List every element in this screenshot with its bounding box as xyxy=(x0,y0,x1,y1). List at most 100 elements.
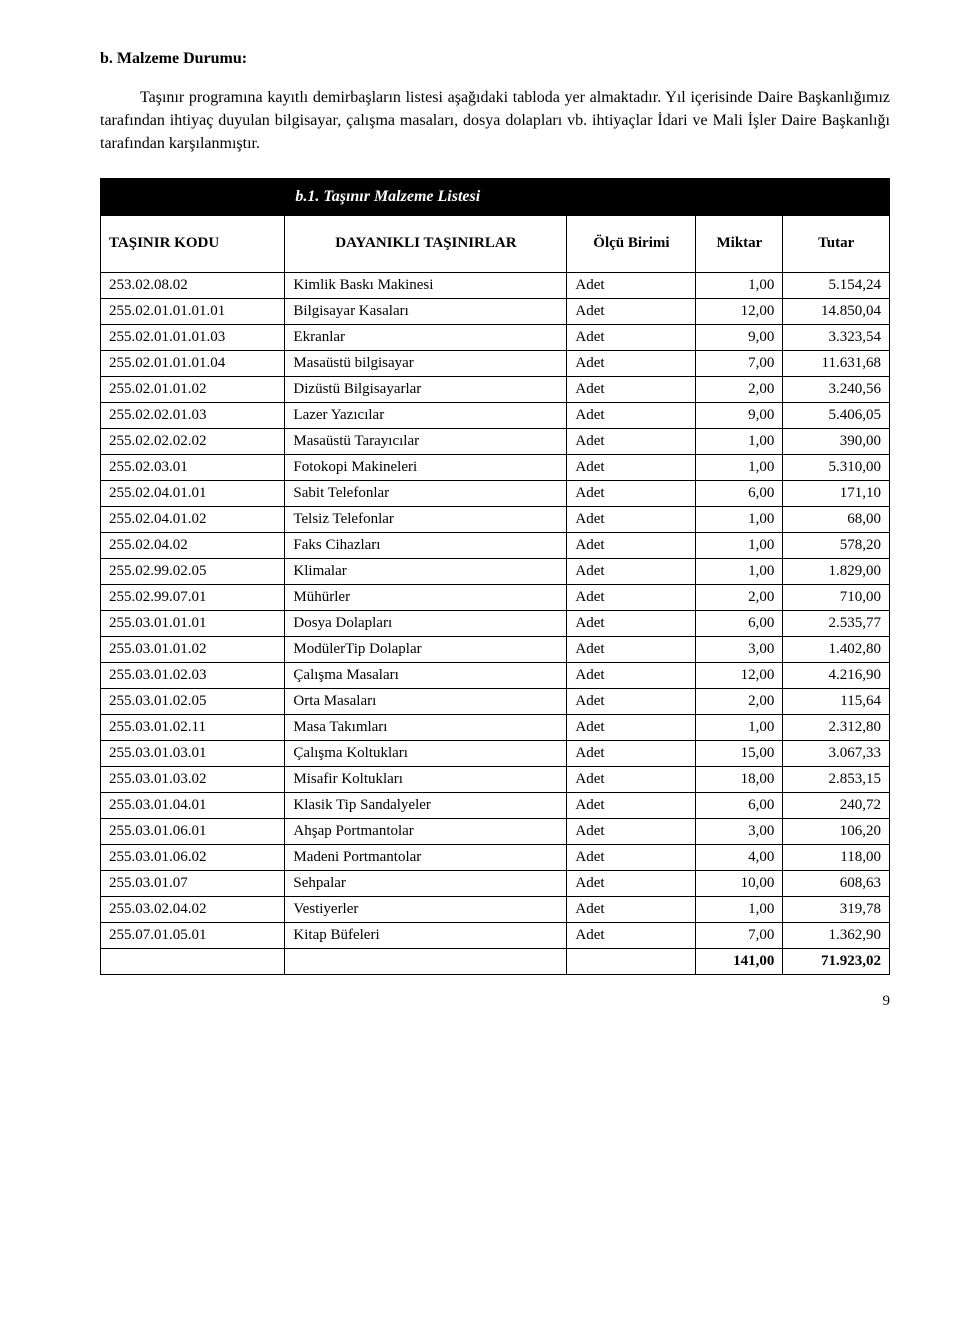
cell-name: Telsiz Telefonlar xyxy=(285,506,567,532)
cell-amount: 106,20 xyxy=(783,818,890,844)
table-row: 255.03.01.02.11Masa TakımlarıAdet1,002.3… xyxy=(101,714,890,740)
col-header-amount: Tutar xyxy=(783,215,890,272)
cell-qty: 10,00 xyxy=(696,870,783,896)
page-number: 9 xyxy=(100,993,890,1010)
cell-name: Masaüstü Tarayıcılar xyxy=(285,428,567,454)
cell-name: Masa Takımları xyxy=(285,714,567,740)
cell-name: Klasik Tip Sandalyeler xyxy=(285,792,567,818)
title-spacer-3 xyxy=(783,178,890,215)
cell-amount: 115,64 xyxy=(783,688,890,714)
table-row: 255.03.01.04.01Klasik Tip SandalyelerAde… xyxy=(101,792,890,818)
table-row: 255.02.01.01.01.04Masaüstü bilgisayarAde… xyxy=(101,350,890,376)
cell-amount: 319,78 xyxy=(783,896,890,922)
cell-unit: Adet xyxy=(567,896,696,922)
cell-name: Masaüstü bilgisayar xyxy=(285,350,567,376)
cell-qty: 12,00 xyxy=(696,662,783,688)
table-total-row: 141,00 71.923,02 xyxy=(101,948,890,974)
cell-amount: 390,00 xyxy=(783,428,890,454)
cell-amount: 14.850,04 xyxy=(783,298,890,324)
cell-name: Madeni Portmantolar xyxy=(285,844,567,870)
cell-name: Dosya Dolapları xyxy=(285,610,567,636)
cell-amount: 608,63 xyxy=(783,870,890,896)
cell-unit: Adet xyxy=(567,870,696,896)
cell-unit: Adet xyxy=(567,922,696,948)
cell-name: Çalışma Koltukları xyxy=(285,740,567,766)
cell-name: Orta Masaları xyxy=(285,688,567,714)
cell-unit: Adet xyxy=(567,272,696,298)
cell-qty: 18,00 xyxy=(696,766,783,792)
cell-unit: Adet xyxy=(567,844,696,870)
cell-amount: 5.406,05 xyxy=(783,402,890,428)
table-row: 255.02.99.07.01MühürlerAdet2,00710,00 xyxy=(101,584,890,610)
cell-unit: Adet xyxy=(567,454,696,480)
cell-qty: 9,00 xyxy=(696,402,783,428)
cell-amount: 2.853,15 xyxy=(783,766,890,792)
cell-unit: Adet xyxy=(567,558,696,584)
cell-unit: Adet xyxy=(567,350,696,376)
table-row: 255.03.01.06.01Ahşap PortmantolarAdet3,0… xyxy=(101,818,890,844)
cell-amount: 578,20 xyxy=(783,532,890,558)
cell-unit: Adet xyxy=(567,688,696,714)
intro-paragraph: Taşınır programına kayıtlı demirbaşların… xyxy=(100,86,890,156)
cell-amount: 5.154,24 xyxy=(783,272,890,298)
cell-unit: Adet xyxy=(567,480,696,506)
cell-qty: 1,00 xyxy=(696,714,783,740)
table-row: 253.02.08.02Kimlik Baskı MakinesiAdet1,0… xyxy=(101,272,890,298)
cell-name: Vestiyerler xyxy=(285,896,567,922)
cell-qty: 1,00 xyxy=(696,506,783,532)
cell-unit: Adet xyxy=(567,792,696,818)
cell-unit: Adet xyxy=(567,376,696,402)
table-row: 255.02.01.01.01.03EkranlarAdet9,003.323,… xyxy=(101,324,890,350)
cell-qty: 15,00 xyxy=(696,740,783,766)
cell-qty: 1,00 xyxy=(696,272,783,298)
cell-code: 255.03.01.06.02 xyxy=(101,844,285,870)
cell-code: 255.02.99.02.05 xyxy=(101,558,285,584)
cell-qty: 6,00 xyxy=(696,792,783,818)
col-header-qty: Miktar xyxy=(696,215,783,272)
cell-unit: Adet xyxy=(567,636,696,662)
total-spacer-2 xyxy=(285,948,567,974)
cell-code: 255.02.01.01.01.03 xyxy=(101,324,285,350)
cell-unit: Adet xyxy=(567,324,696,350)
cell-unit: Adet xyxy=(567,298,696,324)
table-title: b.1. Taşınır Malzeme Listesi xyxy=(285,178,567,215)
cell-amount: 118,00 xyxy=(783,844,890,870)
cell-code: 255.02.02.02.02 xyxy=(101,428,285,454)
table-row: 255.02.99.02.05KlimalarAdet1,001.829,00 xyxy=(101,558,890,584)
title-spacer-left xyxy=(101,178,285,215)
cell-amount: 68,00 xyxy=(783,506,890,532)
total-qty: 141,00 xyxy=(696,948,783,974)
table-row: 255.07.01.05.01Kitap BüfeleriAdet7,001.3… xyxy=(101,922,890,948)
cell-code: 255.07.01.05.01 xyxy=(101,922,285,948)
cell-name: Kitap Büfeleri xyxy=(285,922,567,948)
cell-qty: 1,00 xyxy=(696,454,783,480)
cell-code: 255.03.01.03.01 xyxy=(101,740,285,766)
cell-qty: 6,00 xyxy=(696,480,783,506)
cell-name: ModülerTip Dolaplar xyxy=(285,636,567,662)
cell-amount: 710,00 xyxy=(783,584,890,610)
cell-code: 253.02.08.02 xyxy=(101,272,285,298)
cell-code: 255.03.01.02.05 xyxy=(101,688,285,714)
table-row: 255.03.01.03.02Misafir KoltuklarıAdet18,… xyxy=(101,766,890,792)
cell-amount: 1.829,00 xyxy=(783,558,890,584)
col-header-unit: Ölçü Birimi xyxy=(567,215,696,272)
cell-qty: 4,00 xyxy=(696,844,783,870)
table-row: 255.03.01.01.01Dosya DolaplarıAdet6,002.… xyxy=(101,610,890,636)
total-spacer-1 xyxy=(101,948,285,974)
cell-amount: 3.323,54 xyxy=(783,324,890,350)
cell-qty: 1,00 xyxy=(696,532,783,558)
table-row: 255.02.01.01.01.01Bilgisayar KasalarıAde… xyxy=(101,298,890,324)
cell-amount: 1.362,90 xyxy=(783,922,890,948)
cell-amount: 1.402,80 xyxy=(783,636,890,662)
cell-amount: 240,72 xyxy=(783,792,890,818)
table-row: 255.02.04.01.01Sabit TelefonlarAdet6,001… xyxy=(101,480,890,506)
cell-code: 255.03.02.04.02 xyxy=(101,896,285,922)
table-row: 255.02.02.01.03Lazer YazıcılarAdet9,005.… xyxy=(101,402,890,428)
table-header-row: TAŞINIR KODU DAYANIKLI TAŞINIRLAR Ölçü B… xyxy=(101,215,890,272)
cell-code: 255.02.04.01.01 xyxy=(101,480,285,506)
cell-qty: 7,00 xyxy=(696,350,783,376)
cell-code: 255.02.01.01.01.04 xyxy=(101,350,285,376)
cell-qty: 1,00 xyxy=(696,428,783,454)
table-row: 255.03.02.04.02VestiyerlerAdet1,00319,78 xyxy=(101,896,890,922)
title-spacer-1 xyxy=(567,178,696,215)
